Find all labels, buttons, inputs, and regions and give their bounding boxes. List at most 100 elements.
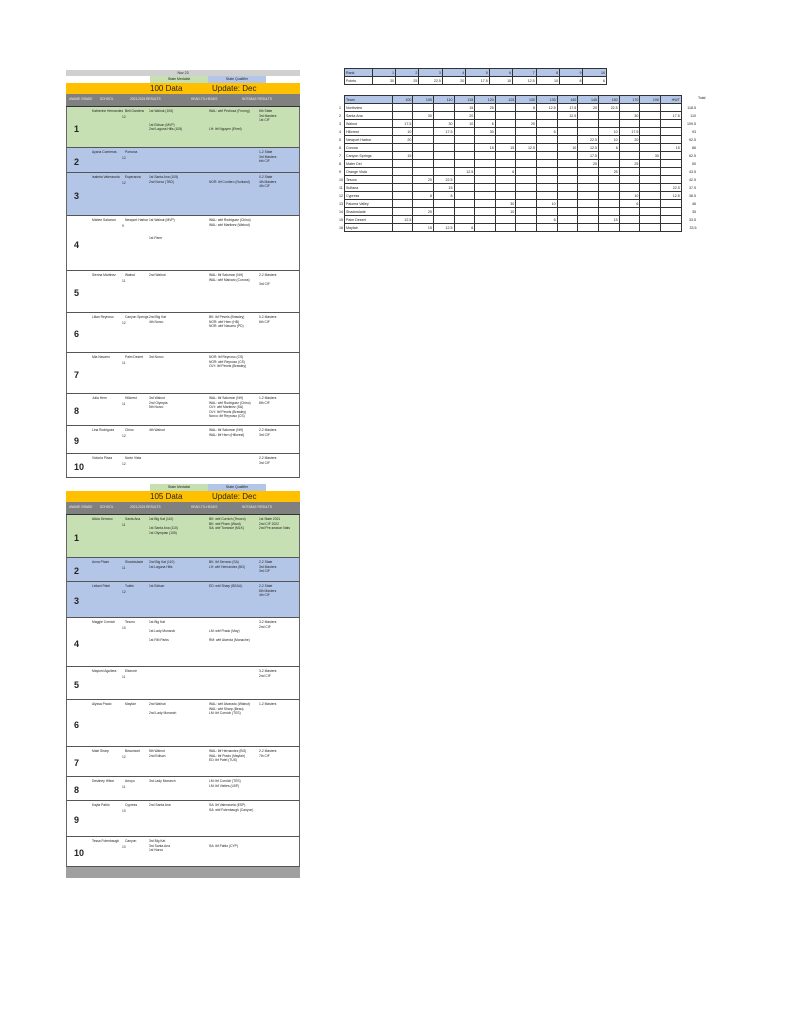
team-total: 33.5 (689, 225, 697, 230)
score-cell (618, 119, 641, 128)
ranks-cell: 1 (371, 68, 396, 77)
wrestler-name: Sienna Martinez (92, 273, 116, 277)
results-item: 3rd Norco (149, 355, 164, 359)
score-cell (412, 167, 434, 176)
notable-column: 3-2 Masters 2nd CIF (259, 669, 301, 678)
team-label: Canyon Springs (346, 153, 372, 158)
score-cell (577, 215, 599, 224)
score-cell (474, 111, 496, 120)
score-cell: 10 (598, 127, 620, 136)
score-cell (598, 199, 620, 208)
grade: 12 (122, 115, 126, 119)
score-cell (659, 207, 682, 216)
score-cell: 10 (494, 207, 517, 216)
score-cell (618, 175, 641, 184)
wrestler-row: 4 Marlee Salomon 9 Newport Harbor 1st Walnut… (66, 216, 300, 271)
score-cell (432, 143, 455, 152)
weight-header: 140 (556, 95, 579, 104)
score-cell (535, 135, 558, 144)
team-index: 10 (339, 177, 343, 182)
score-cell (515, 167, 537, 176)
weight-header: 120 (474, 95, 496, 104)
team-row: 14 Shadowlade 25 10 35 (339, 207, 698, 216)
footer-bar (66, 867, 300, 878)
team-label: Cypress (346, 193, 360, 198)
score-cell (391, 143, 414, 152)
team-label: Newport Harbor (346, 137, 372, 142)
results-item: 2nd Big Kat (110) (149, 560, 175, 564)
header-0: # (69, 505, 71, 509)
score-cell (515, 215, 537, 224)
notable-item: 8th CIF (259, 400, 270, 405)
h2h-item: LM: wbf Prado (May) (209, 629, 240, 634)
score-cell (494, 151, 517, 160)
notable-item: 0-2 Masters (259, 315, 277, 319)
results-item: 2nd Olympia (149, 400, 168, 405)
team-index: 4 (339, 129, 341, 134)
wrestler-name: Marlee Salomon (92, 218, 117, 222)
score-cell: 6 (618, 199, 641, 208)
team-row: 10 Tesoro 20 22.5 42.5 (339, 175, 698, 184)
school: Hillcrest (125, 396, 137, 400)
score-cell (598, 119, 620, 128)
score-cell: 8 (412, 191, 434, 200)
score-cell (391, 199, 414, 208)
rank-number: 10 (74, 848, 85, 858)
wrestler-row: 3 Isabela Valenzuela 12 Esperanza 1st Santa … (66, 173, 300, 216)
results-item: 1st Norco (149, 848, 164, 853)
h2h-item: BK: lbf Pevels (Brawley) (209, 315, 245, 319)
ranks-cell: 4 (441, 68, 467, 77)
h2h-item: WAL: wbf Rodriguez (Chino) (209, 218, 251, 222)
score-cell (515, 135, 537, 144)
score-cell (494, 223, 517, 232)
score-cell: 10 (556, 143, 579, 152)
rank-number: 1 (74, 123, 80, 134)
school: Tustin (125, 584, 134, 588)
results-column: 1st Big Kat (110) 1st Santa Ana (110) 1st … (149, 517, 207, 535)
score-cell (639, 143, 661, 152)
score-cell: 10 (391, 127, 414, 136)
results-item: 3rd Walnut (149, 396, 165, 400)
grade: 11 (122, 675, 126, 679)
score-cell (474, 151, 496, 160)
score-cell: 12.5 (535, 103, 558, 112)
wrestler-row: 8 Destiney Hilton 11 Arroyo 3rd Lady Monarch… (66, 777, 300, 801)
notable-column: 3-2 Masters 2nd CIF (259, 620, 301, 629)
h2h-item: WAL: lbf Hern (Hillcrest) (209, 432, 245, 437)
score-cell (556, 167, 579, 176)
score-cell (577, 111, 599, 120)
grade: 9 (122, 224, 124, 228)
rank-table-row: Rank 1 2 3 4 5 6 7 8 9 10 (344, 68, 607, 77)
team-label: Mayfair (346, 225, 358, 230)
h2h-item: WAL: wbf Malvaro (Corona) (209, 277, 250, 282)
wrestler-row: 9 Lina Rodriguez 12 Chino 4th Walnut WAL: lbf… (66, 426, 300, 454)
h2h-item: WAL: wbf Pedroza (Fnorng) (209, 109, 250, 113)
h2h-item: WAL: lbf Salomon (NH) (209, 273, 244, 277)
score-cell (577, 207, 599, 216)
h2h-item: NOR: lbf Cordero (Nunland) (209, 179, 250, 184)
h2h-item: LH: lbf Nguyen (Ehrel) (209, 127, 242, 132)
team-name: 16 Mayfair (339, 223, 393, 232)
h2h-item: WAL: lbf Salomon (NH) (209, 396, 244, 400)
points-cell: 22.5 (418, 76, 443, 85)
notable-item: 1-2 State (259, 150, 273, 154)
header-1: NAME GRADE (71, 505, 93, 509)
score-cell (432, 135, 455, 144)
score-cell (494, 159, 517, 168)
score-cell (639, 191, 661, 200)
wrestler-name: Alyssa Prado (92, 702, 112, 706)
score-cell (618, 143, 641, 152)
results-column: 3rd Big Kat 3rd Santa Ana 1st Norco (149, 839, 207, 853)
h2h-item: SA: lbf Valenzuela (ESP) (209, 803, 246, 807)
notable-item: 2nd CIF (259, 673, 271, 678)
results-column: 1st Big Kat 1st Lady Monarch 1st RM Parks (149, 620, 207, 643)
weight-header: 150 (598, 95, 620, 104)
column-header: # NAME GRADE SCHOOL 2023-2024 RESULTS HEAD-T… (66, 502, 300, 515)
grade: 11 (122, 785, 126, 789)
wrestler-name: Leilani Patel (92, 584, 110, 588)
score-cell: 25 (515, 119, 537, 128)
wrestler-name: Destiney Hilton (92, 779, 115, 783)
ranks-cell: 8 (535, 68, 561, 77)
notable-column: 1-2 State 3rd Masters bth CIF (259, 150, 301, 164)
notable-item: 8th Masters (259, 588, 277, 593)
